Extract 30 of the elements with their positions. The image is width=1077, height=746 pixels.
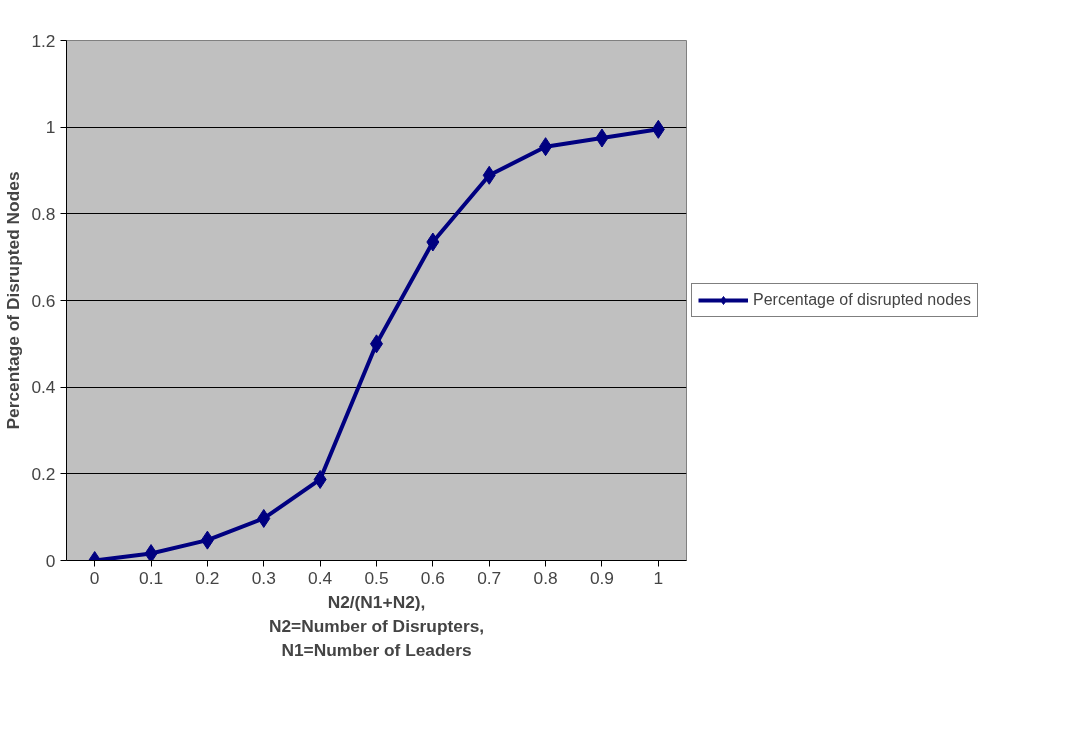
point <box>257 508 271 528</box>
x-tick-label: 0.2 <box>195 567 220 588</box>
point <box>651 119 665 139</box>
point <box>482 165 496 185</box>
x-tick-label: 0.7 <box>477 567 502 588</box>
y-tick-label: 0.8 <box>31 203 56 224</box>
y-tick-label: 1.2 <box>31 30 56 51</box>
x-tick-label: 0.3 <box>251 567 276 588</box>
x-tick-label: 0 <box>89 567 100 588</box>
point <box>313 469 327 489</box>
point <box>144 544 158 561</box>
x-axis-title: N2/(N1+N2), N2=Number of Disrupters, N1=Number of Leaders <box>268 591 485 660</box>
point <box>200 530 214 550</box>
point <box>539 137 553 157</box>
x-tick-label: 0.1 <box>139 567 164 588</box>
x-tick-label: 0.5 <box>364 567 389 588</box>
y-tick-label: 0.6 <box>31 290 56 311</box>
point <box>595 128 609 148</box>
y-tick-label: 1 <box>45 117 56 138</box>
point <box>426 232 440 252</box>
x-tick-label: 1 <box>653 567 664 588</box>
x-tick-label: 0.9 <box>589 567 614 588</box>
legend-label: Percentage of disrupted nodes <box>753 291 971 309</box>
x-tick-label: 0.8 <box>533 567 558 588</box>
y-tick-label: 0.2 <box>31 463 56 484</box>
x-tick-label: 0.6 <box>420 567 445 588</box>
y-axis-title: Percentage of Disrupted Nodes <box>3 171 24 430</box>
x-tick-label: 0.4 <box>308 567 333 588</box>
y-tick-label: 0 <box>45 550 56 571</box>
y-tick-label: 0.4 <box>31 377 56 398</box>
